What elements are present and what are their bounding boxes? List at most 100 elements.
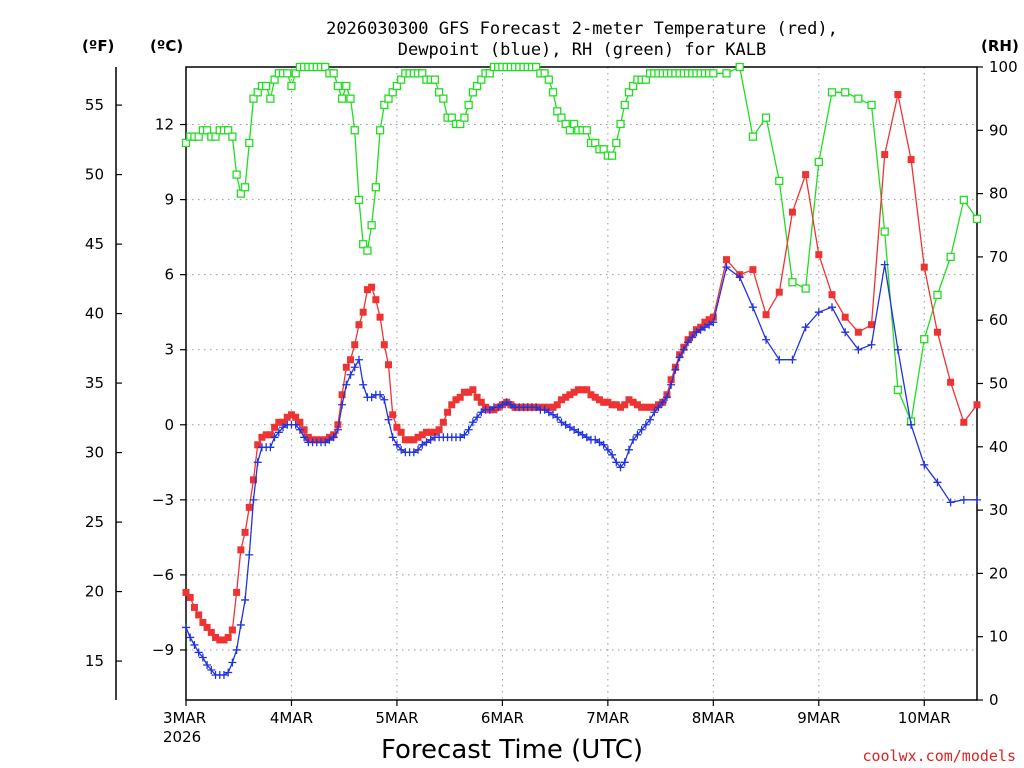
dewpoint-point bbox=[194, 648, 203, 657]
chart-title-line2: Dewpoint (blue), RH (green) for KALB bbox=[398, 40, 766, 60]
celsius-tick-label: 0 bbox=[164, 416, 174, 434]
dewpoint-point bbox=[473, 413, 482, 422]
temperature-point bbox=[207, 628, 215, 636]
rh-point bbox=[867, 100, 876, 110]
dewpoint-point bbox=[266, 443, 275, 452]
dewpoint-point bbox=[973, 495, 981, 504]
celsius-tick-label: 12 bbox=[155, 116, 174, 134]
rh-point bbox=[709, 69, 718, 78]
temperature-point bbox=[591, 393, 599, 401]
dewpoint-point bbox=[688, 333, 697, 342]
rh-point bbox=[270, 75, 279, 84]
rh-point bbox=[224, 126, 233, 135]
rh-point bbox=[439, 94, 448, 103]
celsius-tick-label: 9 bbox=[164, 191, 174, 209]
temperature-point bbox=[621, 401, 629, 409]
dewpoint-point bbox=[561, 420, 570, 429]
dewpoint-point bbox=[245, 550, 254, 559]
dewpoint-point bbox=[705, 320, 714, 329]
dewpoint-point bbox=[232, 645, 241, 654]
temperature-point bbox=[186, 593, 194, 601]
temperature-point bbox=[881, 151, 889, 159]
rh-point bbox=[620, 100, 629, 110]
rh-point bbox=[342, 81, 351, 91]
dewpoint-point bbox=[544, 408, 553, 417]
temperature-point bbox=[723, 256, 731, 264]
rh-point bbox=[591, 138, 600, 148]
rh-point bbox=[384, 94, 393, 103]
rh-point bbox=[761, 113, 771, 122]
temperature-point bbox=[775, 288, 783, 296]
temperature-point bbox=[220, 636, 228, 644]
temperature-point bbox=[788, 208, 796, 216]
rh-point bbox=[321, 62, 330, 72]
rh-tick-label: 10 bbox=[989, 628, 1008, 646]
rh-point bbox=[447, 113, 456, 122]
temperature-point bbox=[749, 266, 757, 274]
dewpoint-point bbox=[662, 393, 671, 402]
dewpoint-point bbox=[646, 415, 655, 424]
rh-tick-label: 50 bbox=[989, 375, 1008, 393]
rh-point bbox=[262, 81, 271, 91]
dewpoint-point bbox=[485, 405, 494, 414]
temperature-point bbox=[334, 421, 342, 429]
temperature-point bbox=[612, 401, 620, 409]
dewpoint-point bbox=[893, 345, 902, 354]
temperature-point bbox=[363, 286, 371, 294]
temperature-point bbox=[701, 318, 709, 326]
temperature-point bbox=[633, 401, 641, 409]
dewpoint-point bbox=[692, 328, 701, 337]
dewpoint-point bbox=[880, 260, 889, 269]
rh-point bbox=[827, 88, 837, 97]
temperature-point bbox=[359, 308, 367, 316]
rh-point bbox=[854, 94, 863, 103]
rh-point bbox=[933, 290, 942, 300]
rh-point bbox=[801, 284, 810, 293]
rh-point bbox=[253, 88, 262, 97]
temperature-point bbox=[190, 603, 198, 611]
dewpoint-point bbox=[186, 633, 195, 642]
rh-point bbox=[722, 69, 731, 78]
rh-tick-label: 30 bbox=[989, 501, 1008, 519]
dewpoint-point bbox=[574, 428, 583, 437]
dewpoint-point bbox=[397, 445, 406, 454]
dewpoint-point bbox=[867, 340, 876, 349]
rh-point bbox=[748, 132, 758, 141]
dewpoint-point bbox=[775, 355, 784, 364]
temperature-point bbox=[389, 411, 397, 419]
dewpoint-point bbox=[616, 463, 625, 472]
dewpoint-point bbox=[329, 433, 338, 442]
dewpoint-point bbox=[325, 435, 334, 444]
temperature-point bbox=[828, 291, 836, 299]
rh-point bbox=[367, 221, 376, 230]
dewpoint-point bbox=[384, 415, 393, 424]
temperature-point bbox=[406, 436, 414, 444]
dewpoint-point bbox=[629, 435, 638, 444]
dewpoint-point bbox=[658, 398, 667, 407]
rh-point bbox=[333, 81, 343, 91]
rh-point bbox=[540, 69, 549, 78]
dewpoint-point bbox=[477, 408, 486, 417]
temperature-point bbox=[473, 393, 481, 401]
dewpoint-point bbox=[236, 620, 245, 629]
rh-point bbox=[291, 69, 300, 78]
temperature-point bbox=[469, 386, 477, 394]
dewpoint-point bbox=[700, 323, 709, 332]
celsius-tick-label: −9 bbox=[152, 641, 174, 659]
dewpoint-point bbox=[367, 393, 376, 402]
rh-point bbox=[544, 75, 553, 84]
x-tick-label: 10MAR bbox=[898, 709, 951, 727]
rh-tick-label: 0 bbox=[989, 691, 999, 709]
dewpoint-point bbox=[827, 303, 836, 312]
dewpoint-point bbox=[748, 303, 757, 312]
dewpoint-point bbox=[426, 435, 435, 444]
dewpoint-point bbox=[291, 420, 300, 429]
dewpoint-point bbox=[241, 595, 250, 604]
fahrenheit-tick-label: 25 bbox=[85, 513, 104, 531]
temperature-point bbox=[448, 401, 456, 409]
dewpoint-point bbox=[578, 430, 587, 439]
temperature-point bbox=[815, 251, 823, 259]
dewpoint-point bbox=[801, 323, 810, 332]
celsius-tick-label: 6 bbox=[164, 266, 174, 284]
